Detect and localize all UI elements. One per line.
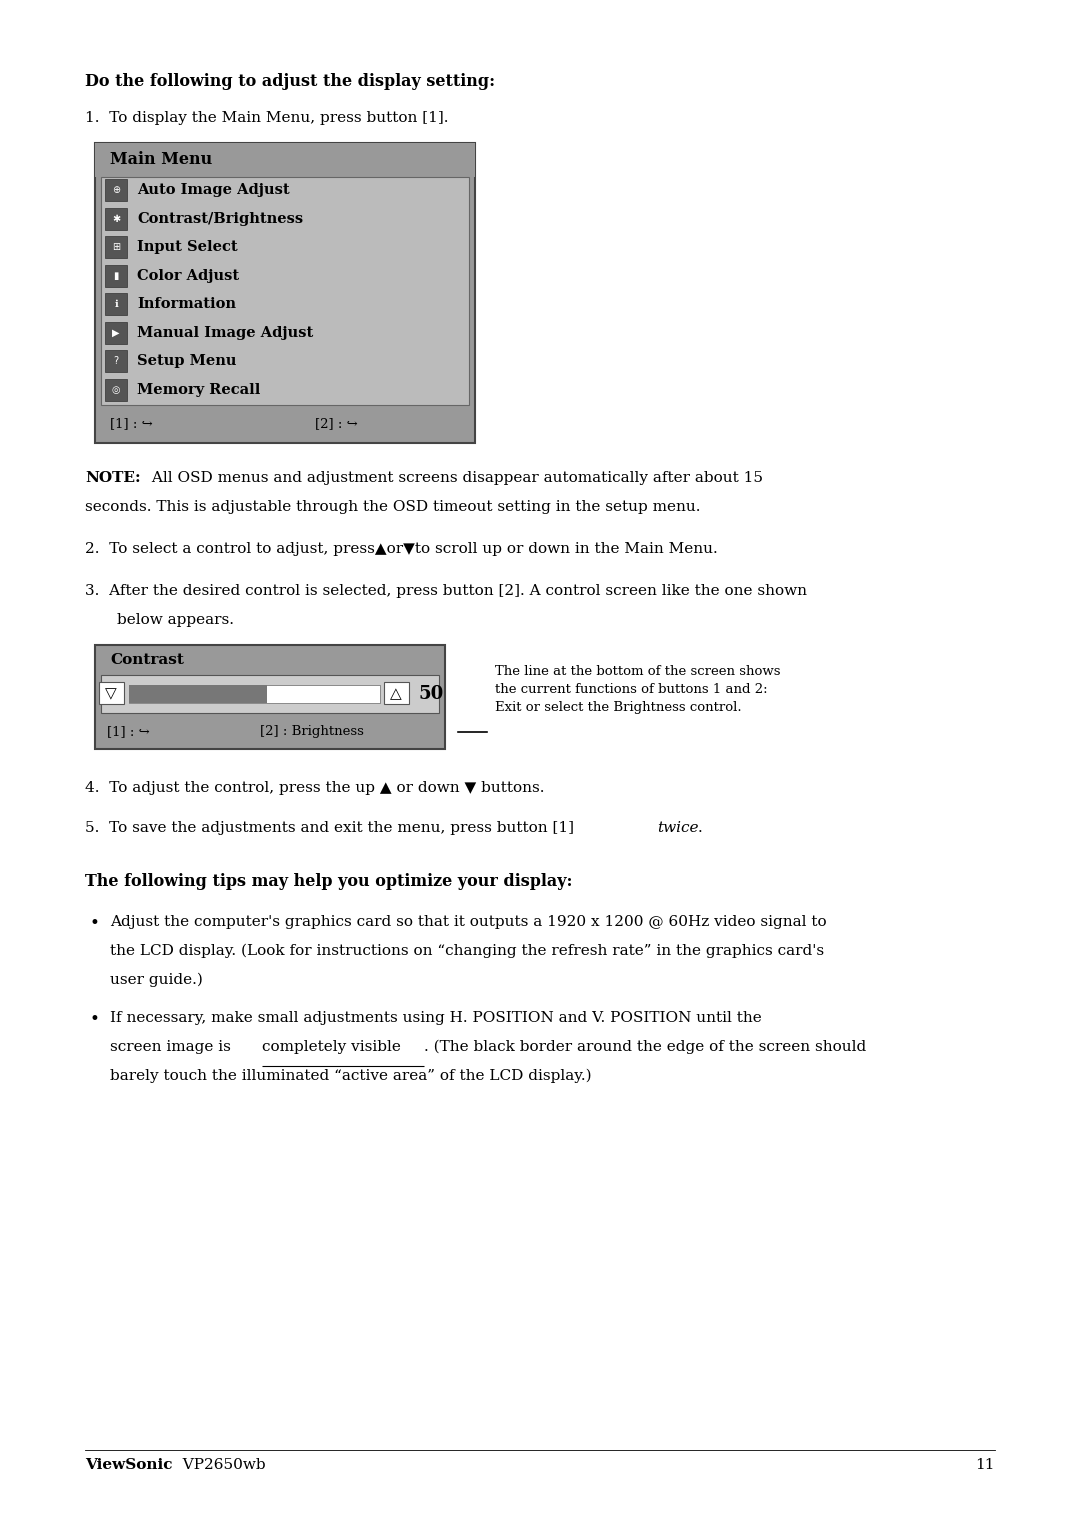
Text: .: .	[698, 822, 703, 835]
Text: ⊞: ⊞	[112, 243, 120, 252]
Text: ViewSonic: ViewSonic	[85, 1458, 173, 1472]
Bar	[129, 686, 380, 702]
Text: below appears.: below appears.	[117, 612, 234, 628]
Text: Contrast/Brightness: Contrast/Brightness	[137, 212, 303, 226]
Bar	[105, 237, 127, 258]
Text: ?: ?	[113, 356, 119, 366]
Text: Memory Recall: Memory Recall	[137, 383, 260, 397]
Bar	[105, 379, 127, 400]
Text: 3.  After the desired control is selected, press button [2]. A control screen li: 3. After the desired control is selected…	[85, 583, 807, 599]
Text: 2.  To select a control to adjust, press▲or▼to scroll up or down in the Main Men: 2. To select a control to adjust, press▲…	[85, 542, 718, 556]
Bar	[105, 179, 127, 202]
Bar	[105, 293, 127, 315]
Text: user guide.): user guide.)	[110, 973, 203, 988]
Text: The following tips may help you optimize your display:: The following tips may help you optimize…	[85, 873, 572, 890]
Text: •: •	[90, 915, 99, 931]
Text: ⊕: ⊕	[112, 185, 120, 195]
Bar	[105, 264, 127, 287]
Text: . (The black border around the edge of the screen should: . (The black border around the edge of t…	[424, 1040, 866, 1054]
Text: Main Menu: Main Menu	[110, 151, 213, 168]
Text: ◎: ◎	[111, 385, 120, 395]
Text: 4.  To adjust the control, press the up ▲ or down ▼ buttons.: 4. To adjust the control, press the up ▲…	[85, 780, 544, 796]
Bar	[129, 686, 267, 702]
Text: Do the following to adjust the display setting:: Do the following to adjust the display s…	[85, 73, 495, 90]
Text: ▽: ▽	[105, 687, 117, 701]
Text: Color Adjust: Color Adjust	[137, 269, 239, 282]
Text: [2] : ↪: [2] : ↪	[315, 417, 357, 431]
Text: Adjust the computer's graphics card so that it outputs a 1920 x 1200 @ 60Hz vide: Adjust the computer's graphics card so t…	[110, 915, 826, 928]
Text: the LCD display. (Look for instructions on “changing the refresh rate” in the gr: the LCD display. (Look for instructions …	[110, 944, 824, 959]
Bar	[102, 675, 438, 713]
Text: ▶: ▶	[112, 328, 120, 337]
Bar	[105, 350, 127, 373]
Bar	[102, 177, 469, 405]
Text: VP2650wb: VP2650wb	[173, 1458, 266, 1472]
Text: twice: twice	[657, 822, 699, 835]
Bar	[99, 683, 124, 704]
Text: ✱: ✱	[112, 214, 120, 224]
Bar	[105, 322, 127, 344]
FancyBboxPatch shape	[95, 644, 445, 750]
Text: The line at the bottom of the screen shows
the current functions of buttons 1 an: The line at the bottom of the screen sho…	[495, 664, 781, 715]
Text: ▮: ▮	[113, 270, 119, 281]
Text: NOTE:: NOTE:	[85, 470, 140, 486]
Text: 1.  To display the Main Menu, press button [1].: 1. To display the Main Menu, press butto…	[85, 111, 448, 125]
Bar	[105, 208, 127, 229]
Text: 50: 50	[418, 686, 443, 702]
Bar	[95, 144, 475, 177]
Text: •: •	[90, 1011, 99, 1028]
Bar	[384, 683, 409, 704]
Text: All OSD menus and adjustment screens disappear automatically after about 15: All OSD menus and adjustment screens dis…	[147, 470, 762, 486]
Text: 5.  To save the adjustments and exit the menu, press button [1]: 5. To save the adjustments and exit the …	[85, 822, 579, 835]
Text: completely visible: completely visible	[262, 1040, 401, 1054]
Text: [1] : ↪: [1] : ↪	[107, 725, 150, 739]
Text: 11: 11	[975, 1458, 995, 1472]
FancyBboxPatch shape	[95, 144, 475, 443]
Text: Information: Information	[137, 298, 237, 312]
Text: barely touch the illuminated “active area” of the LCD display.): barely touch the illuminated “active are…	[110, 1069, 592, 1083]
Text: [1] : ↪: [1] : ↪	[110, 417, 152, 431]
Text: screen image is: screen image is	[110, 1040, 235, 1054]
Text: [2] : Brightness: [2] : Brightness	[260, 725, 364, 739]
Text: seconds. This is adjustable through the OSD timeout setting in the setup menu.: seconds. This is adjustable through the …	[85, 499, 701, 515]
Text: ℹ: ℹ	[114, 299, 118, 310]
Text: Auto Image Adjust: Auto Image Adjust	[137, 183, 289, 197]
Text: △: △	[390, 687, 402, 701]
Text: Contrast: Contrast	[110, 654, 184, 667]
Text: Setup Menu: Setup Menu	[137, 354, 237, 368]
Text: If necessary, make small adjustments using H. POSITION and V. POSITION until the: If necessary, make small adjustments usi…	[110, 1011, 761, 1025]
Text: Input Select: Input Select	[137, 240, 238, 255]
Text: Manual Image Adjust: Manual Image Adjust	[137, 325, 313, 339]
